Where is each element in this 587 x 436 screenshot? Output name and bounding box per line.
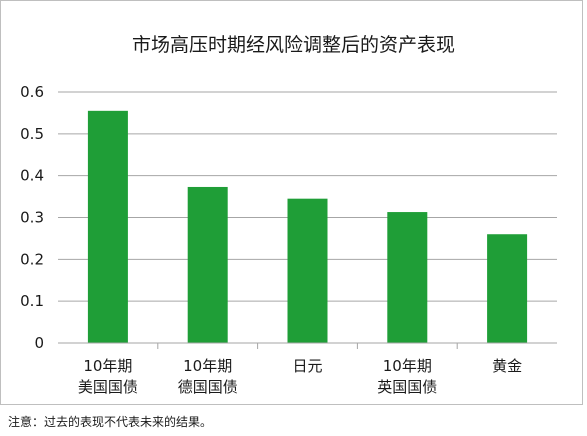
- y-tick-label: 0.1: [20, 292, 44, 310]
- x-category-label: 日元: [292, 357, 322, 375]
- bars: [87, 110, 528, 343]
- bar: [87, 110, 128, 343]
- y-tick-label: 0: [34, 334, 44, 352]
- y-tick-label: 0.2: [20, 250, 44, 268]
- x-axis-labels: 10年期美国国债 10年期德国国债 日元 10年期英国国债 黄金: [78, 343, 522, 396]
- bar: [387, 212, 428, 343]
- x-category-label: 黄金: [492, 357, 522, 375]
- x-category-label: 10年期德国国债: [178, 357, 238, 396]
- bar: [487, 234, 528, 343]
- bar: [187, 186, 228, 343]
- y-tick-label: 0.5: [20, 125, 44, 143]
- footnote: 注意：过去的表现不代表未来的结果。: [8, 415, 213, 429]
- chart-title: 市场高压时期经风险调整后的资产表现: [131, 34, 455, 56]
- bar: [287, 198, 328, 343]
- y-tick-label: 0.6: [20, 83, 44, 101]
- x-category-label: 10年期英国国债: [377, 357, 437, 396]
- y-axis-ticks: 0 0.1 0.2 0.3 0.4 0.5 0.6: [20, 83, 44, 352]
- x-category-label: 10年期美国国债: [78, 357, 138, 396]
- y-tick-label: 0.4: [20, 167, 44, 185]
- y-tick-label: 0.3: [20, 209, 44, 227]
